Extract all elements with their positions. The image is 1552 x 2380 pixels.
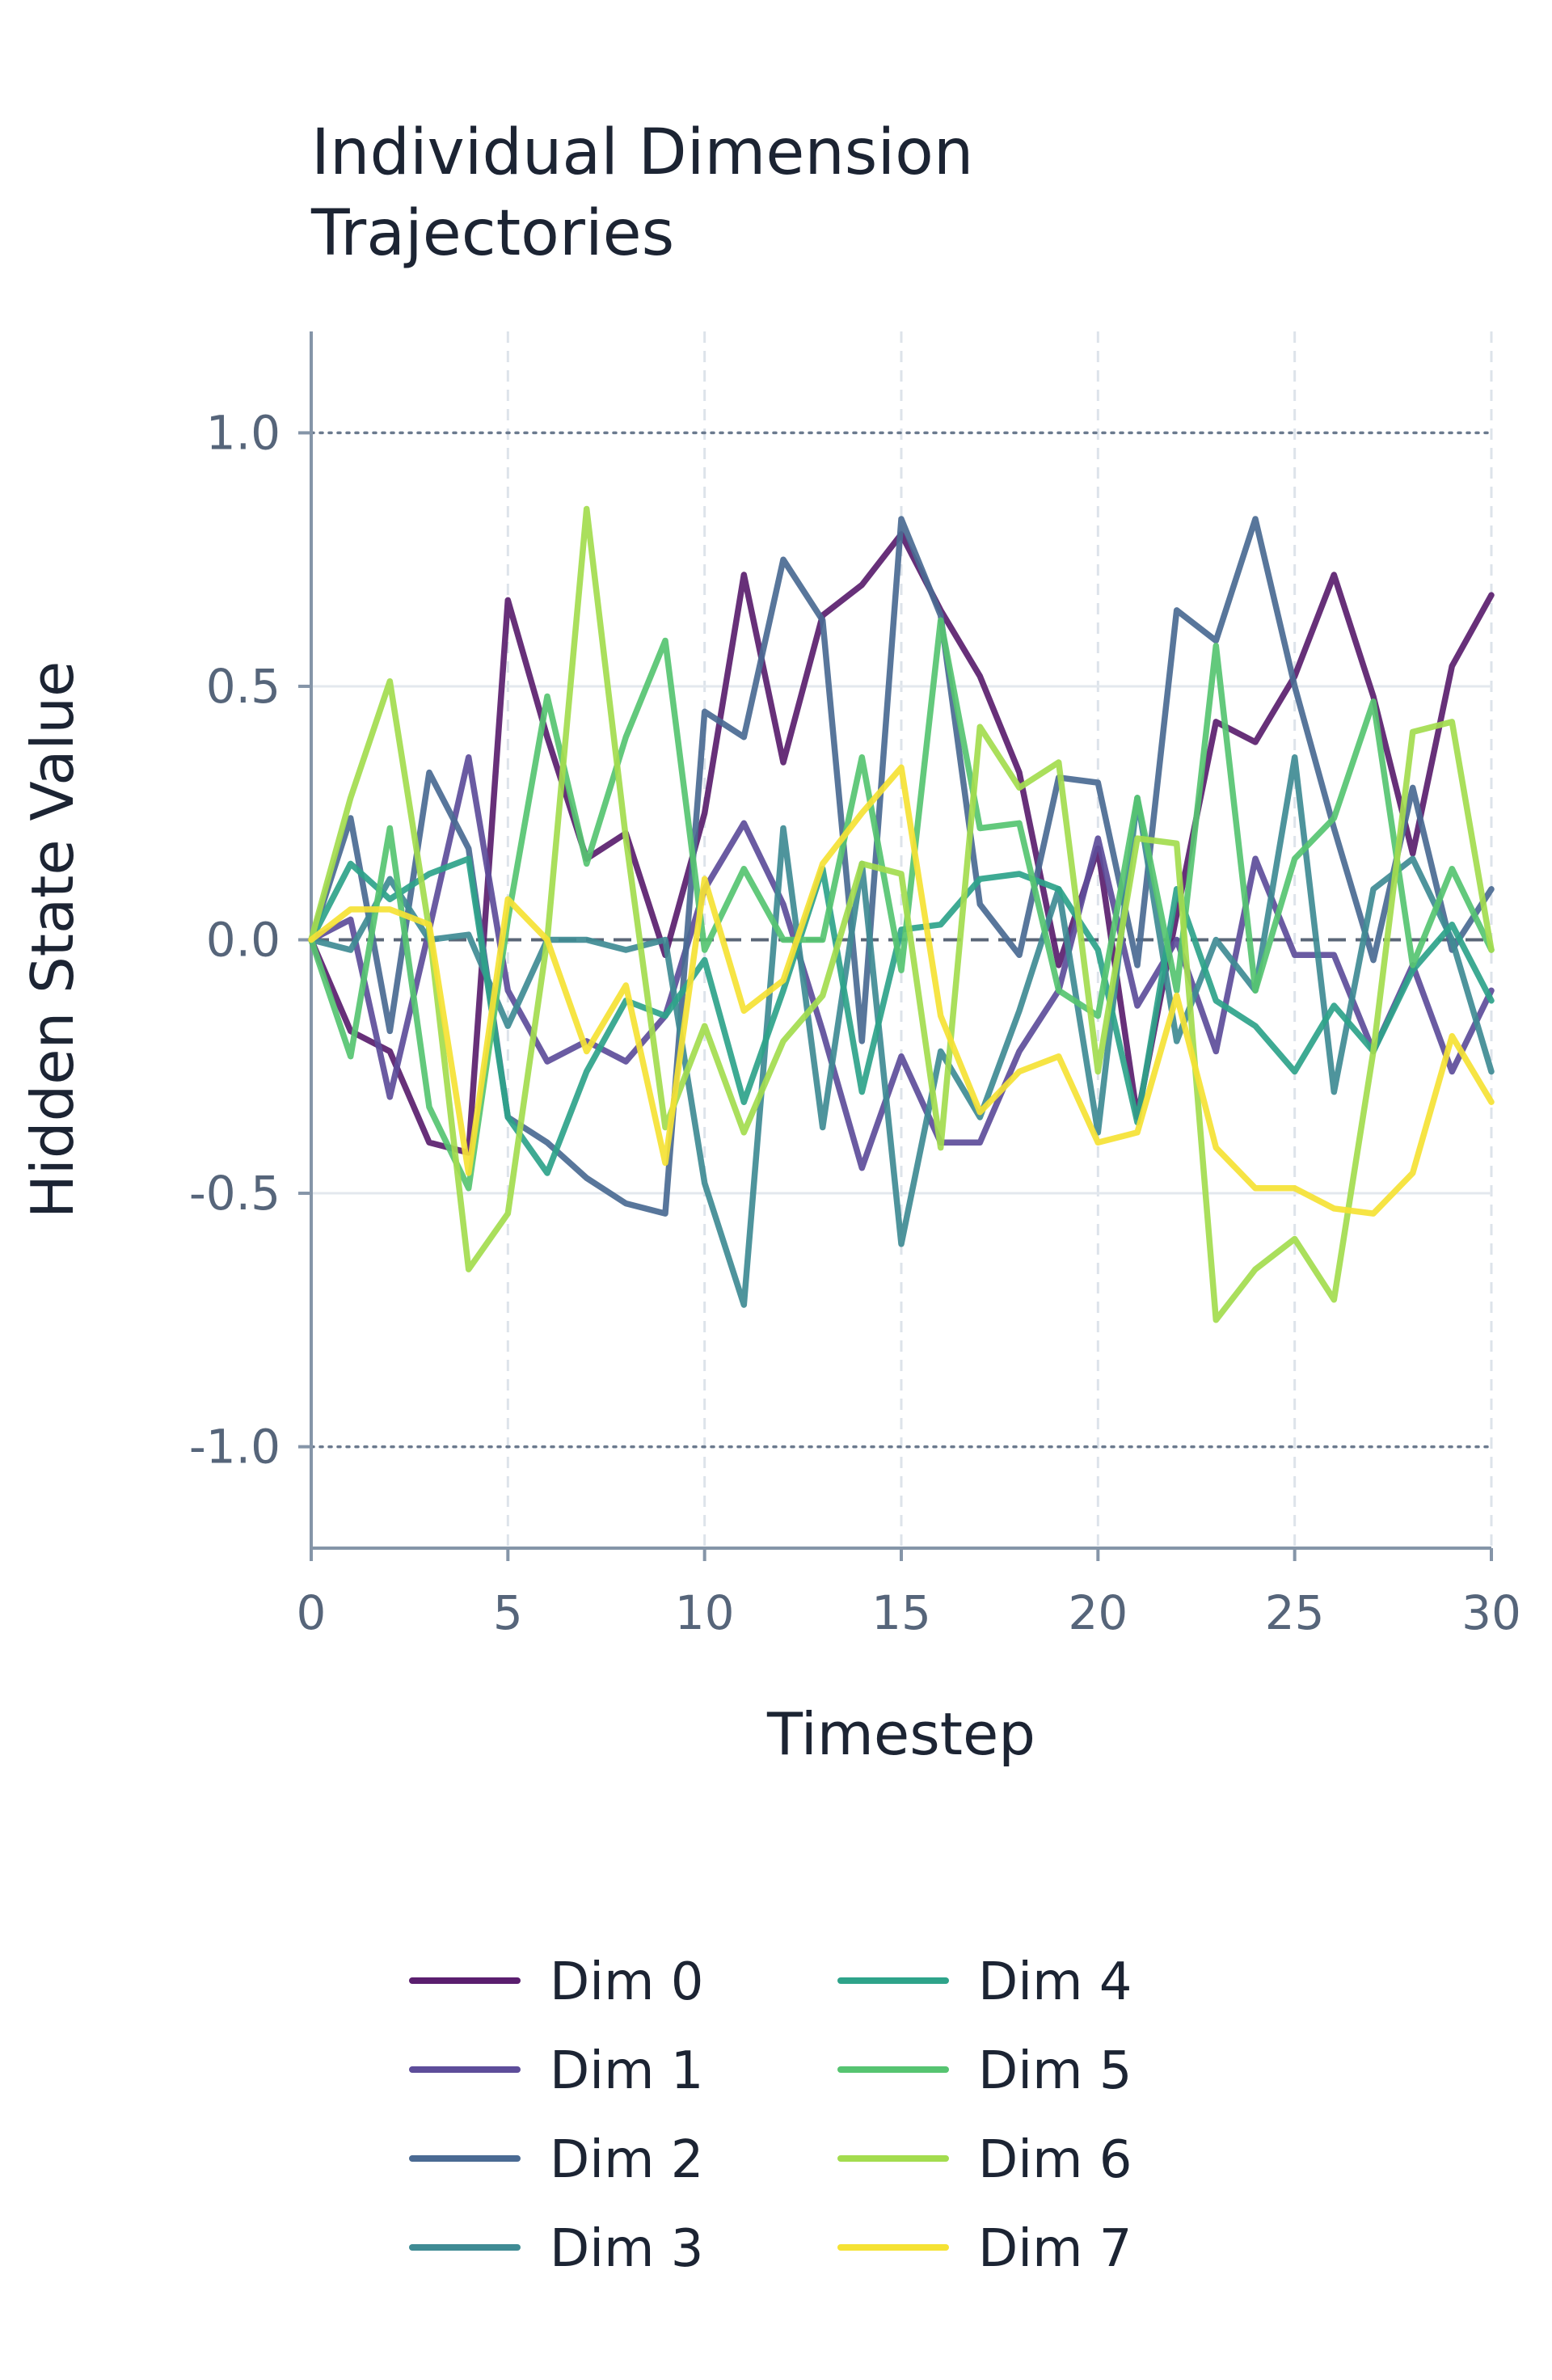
x-tick-label: 15 bbox=[871, 1585, 931, 1640]
legend-item: Dim 2 bbox=[409, 2130, 703, 2190]
axis-labels: Timestep Hidden State Value bbox=[19, 661, 1035, 1768]
series-line-dim-6 bbox=[308, 505, 1495, 1323]
chart-title: Individual Dimension Trajectories bbox=[310, 116, 973, 270]
series-line-dim-3 bbox=[308, 754, 1495, 1308]
legend-item: Dim 7 bbox=[837, 2219, 1132, 2279]
series-line-dim-4 bbox=[308, 855, 1495, 1176]
y-tick-label: -0.5 bbox=[189, 1166, 280, 1221]
y-tick-label: 1.0 bbox=[206, 405, 280, 460]
legend-item: Dim 3 bbox=[409, 2219, 703, 2279]
legend-label: Dim 4 bbox=[978, 1952, 1132, 2012]
y-tick-label: 0.5 bbox=[206, 659, 280, 714]
legend-item: Dim 6 bbox=[837, 2130, 1132, 2190]
legend-label: Dim 2 bbox=[550, 2130, 703, 2190]
x-tick-label: 0 bbox=[297, 1585, 327, 1640]
legend-item: Dim 0 bbox=[409, 1952, 703, 2012]
x-tick-label: 10 bbox=[675, 1585, 735, 1640]
series-line-dim-7 bbox=[308, 764, 1495, 1217]
y-tick-label: 0.0 bbox=[206, 913, 280, 968]
x-tick-label: 20 bbox=[1068, 1585, 1128, 1640]
series-line-dim-1 bbox=[308, 754, 1495, 1171]
x-tick-label: 25 bbox=[1265, 1585, 1325, 1640]
y-tick-label: -1.0 bbox=[189, 1420, 280, 1475]
x-tick-label: 30 bbox=[1461, 1585, 1521, 1640]
series-lines bbox=[308, 505, 1495, 1323]
chart-title-line: Individual Dimension bbox=[311, 116, 973, 189]
tick-labels: 0 5 10 15 20 25 30 -1.0 -0.5 0.0 0.5 1.0 bbox=[189, 405, 1521, 1640]
chart-title-line: Trajectories bbox=[310, 197, 674, 270]
legend-label: Dim 1 bbox=[550, 2041, 703, 2101]
y-axis-label: Hidden State Value bbox=[19, 661, 86, 1219]
legend-label: Dim 6 bbox=[978, 2130, 1132, 2190]
legend-item: Dim 4 bbox=[837, 1952, 1132, 2012]
legend-label: Dim 0 bbox=[550, 1952, 703, 2012]
legend-item: Dim 1 bbox=[409, 2041, 703, 2101]
legend-label: Dim 3 bbox=[550, 2219, 703, 2279]
legend-label: Dim 5 bbox=[978, 2041, 1132, 2101]
legend-label: Dim 7 bbox=[978, 2219, 1132, 2279]
x-tick-label: 5 bbox=[493, 1585, 523, 1640]
legend: Dim 0 Dim 1 Dim 2 Dim 3 Dim 4 Dim 5 Dim 6 Dim 7 bbox=[409, 1952, 1132, 2279]
legend-item: Dim 5 bbox=[837, 2041, 1132, 2101]
x-axis-label: Timestep bbox=[766, 1700, 1035, 1768]
